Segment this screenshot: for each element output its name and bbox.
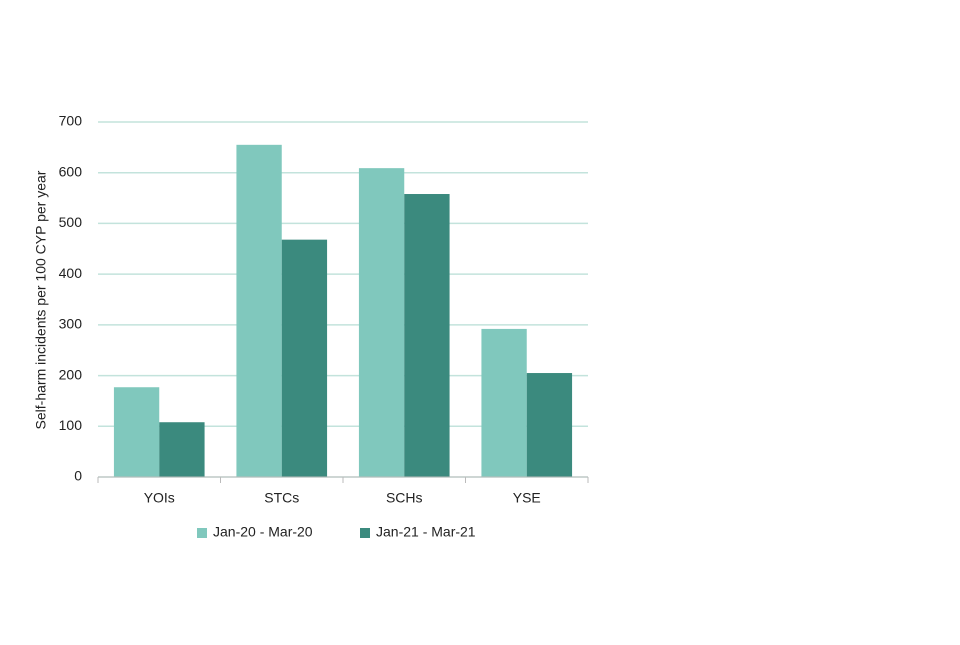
bar bbox=[481, 328, 527, 477]
bar bbox=[358, 168, 405, 477]
bar bbox=[404, 194, 450, 477]
legend-label: Jan-21 - Mar-21 bbox=[376, 524, 476, 540]
y-tick-label: 500 bbox=[59, 214, 83, 230]
x-tick-label: YOIs bbox=[144, 490, 175, 506]
x-tick-label: YSE bbox=[513, 490, 541, 506]
bar bbox=[113, 387, 160, 477]
bar bbox=[526, 373, 573, 477]
x-tick-label: STCs bbox=[264, 490, 299, 506]
bar bbox=[159, 422, 205, 477]
y-tick-label: 100 bbox=[59, 417, 83, 433]
y-tick-label: 200 bbox=[59, 366, 83, 382]
bar bbox=[236, 144, 282, 478]
x-tick-label: SCHs bbox=[386, 490, 423, 506]
legend-swatch bbox=[360, 528, 370, 538]
bar bbox=[281, 239, 328, 477]
y-tick-label: 700 bbox=[59, 113, 83, 129]
y-axis-label: Self-harm incidents per 100 CYP per year bbox=[33, 170, 49, 429]
legend-swatch bbox=[197, 528, 207, 538]
y-tick-label: 600 bbox=[59, 163, 83, 179]
legend-label: Jan-20 - Mar-20 bbox=[213, 524, 313, 540]
y-tick-label: 300 bbox=[59, 316, 83, 332]
y-tick-label: 400 bbox=[59, 265, 83, 281]
y-tick-label: 0 bbox=[74, 468, 82, 484]
